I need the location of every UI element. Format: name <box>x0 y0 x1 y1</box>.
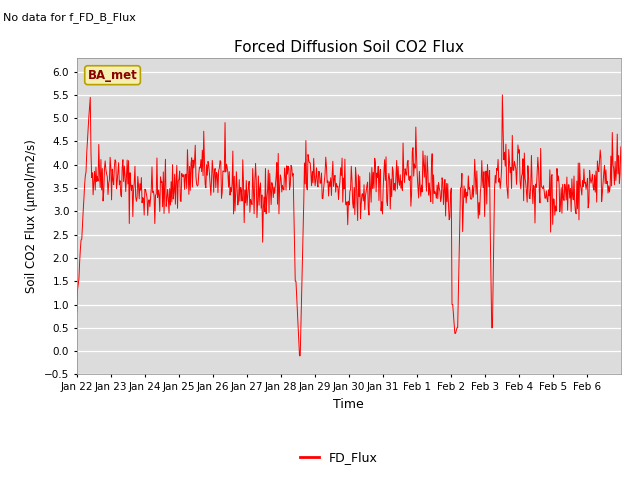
Text: No data for f_FD_B_Flux: No data for f_FD_B_Flux <box>3 12 136 23</box>
Text: BA_met: BA_met <box>88 69 138 82</box>
Title: Forced Diffusion Soil CO2 Flux: Forced Diffusion Soil CO2 Flux <box>234 40 464 55</box>
Y-axis label: Soil CO2 Flux (μmol/m2/s): Soil CO2 Flux (μmol/m2/s) <box>26 139 38 293</box>
Legend: FD_Flux: FD_Flux <box>296 446 383 469</box>
X-axis label: Time: Time <box>333 397 364 410</box>
